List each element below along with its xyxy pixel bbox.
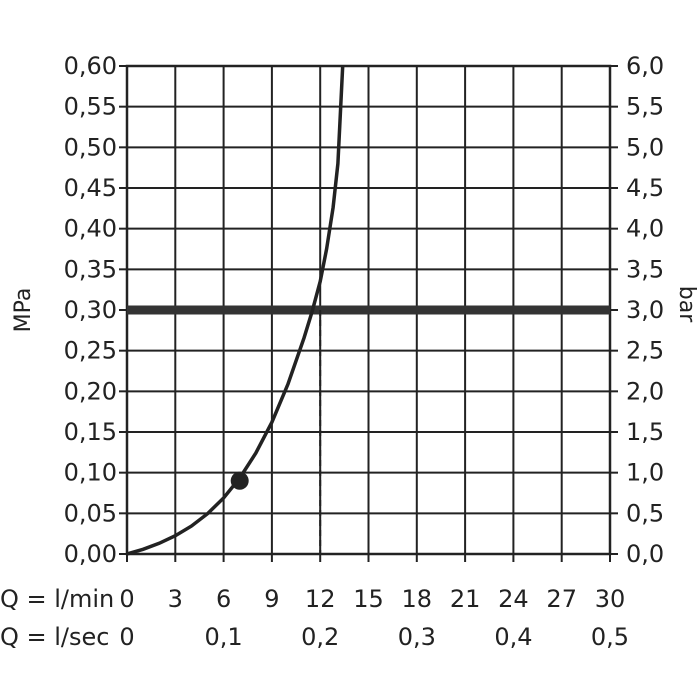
x-lsec-tick-label: 0,1 [205,623,243,651]
x-lmin-tick-label: 6 [216,585,231,613]
x-lmin-tick-label: 18 [402,585,433,613]
x-lsec-tick-label: 0,4 [494,623,532,651]
right-tick-label: 6,0 [626,52,664,80]
left-tick-label: 0,60 [64,52,117,80]
right-tick-label: 2,0 [626,377,664,405]
left-tick-label: 0,55 [64,93,117,121]
left-tick-label: 0,35 [64,255,117,283]
x-lmin-tick-label: 3 [168,585,183,613]
right-axis-title: bar [674,286,699,323]
left-tick-label: 0,50 [64,133,117,161]
x-lmin-tick-label: 21 [450,585,481,613]
right-tick-label: 3,0 [626,296,664,324]
x-lmin-tick-label: 30 [595,585,626,613]
x-lsec-tick-label: 0 [119,623,134,651]
right-tick-label: 1,0 [626,459,664,487]
x-lsec-tick-label: 0,3 [398,623,436,651]
x-lmin-tick-label: 0 [119,585,134,613]
x-axis-lmin-ticks: 0 3 6 9 12 15 18 21 24 27 30 [119,554,625,613]
right-tick-label: 1,5 [626,418,664,446]
x-lmin-tick-label: 15 [353,585,384,613]
left-tick-label: 0,10 [64,459,117,487]
left-tick-label: 0,30 [64,296,117,324]
right-axis-ticks: 0,0 0,5 1,0 1,5 2,0 2,5 3,0 3,5 4,0 4,5 5,0 5,5 6,0 [610,52,664,568]
x-lmin-tick-label: 27 [546,585,577,613]
left-tick-label: 0,20 [64,377,117,405]
x-lsec-tick-label: 0,5 [591,623,629,651]
left-tick-label: 0,40 [64,215,117,243]
left-tick-label: 0,45 [64,174,117,202]
left-tick-label: 0,15 [64,418,117,446]
right-tick-label: 2,5 [626,337,664,365]
x-lmin-tick-label: 9 [264,585,279,613]
left-axis-title: MPa [11,288,36,333]
right-tick-label: 5,0 [626,133,664,161]
left-tick-label: 0,00 [64,540,117,568]
right-tick-label: 0,5 [626,499,664,527]
left-axis-ticks: 0,00 0,05 0,10 0,15 0,20 0,25 0,30 0,35 0,40 0,45… [64,52,127,568]
left-tick-label: 0,25 [64,337,117,365]
x-lmin-tick-label: 12 [305,585,336,613]
grid [127,66,610,554]
x-axis-lmin-title: Q = l/min [0,585,114,613]
right-tick-label: 5,5 [626,93,664,121]
left-tick-label: 0,05 [64,499,117,527]
right-tick-label: 3,5 [626,255,664,283]
x-lsec-tick-label: 0,2 [301,623,339,651]
x-axis-lsec-title: Q = l/sec [0,623,109,651]
x-axis-lsec-ticks: 0 0,1 0,2 0,3 0,4 0,5 [119,623,629,651]
right-tick-label: 4,0 [626,215,664,243]
pressure-loss-curve [126,65,345,556]
minimum-flow-marker [230,471,249,490]
right-tick-label: 4,5 [626,174,664,202]
x-lmin-tick-label: 24 [498,585,529,613]
right-tick-label: 0,0 [626,540,664,568]
